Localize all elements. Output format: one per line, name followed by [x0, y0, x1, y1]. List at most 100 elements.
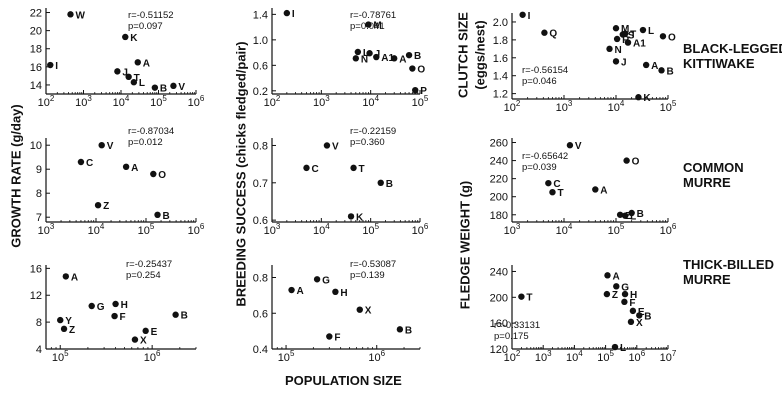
data-point-G	[88, 302, 95, 310]
y-tick-label: 180	[490, 210, 508, 222]
data-point-V	[98, 142, 105, 149]
y-tick-label: 1.4	[493, 71, 508, 83]
x-tick-label: 105	[608, 222, 625, 237]
point-label-L: L	[630, 212, 636, 223]
species-label-kittiwake-1: BLACK-LEGGED	[683, 41, 782, 56]
y-tick-label: 10	[30, 140, 42, 152]
y-tick-label: 220	[490, 174, 508, 186]
y-tick-label: 0.8	[253, 273, 268, 285]
point-label-V: V	[107, 141, 114, 152]
y-tick-label: 16	[30, 263, 42, 275]
y-tick-label: 120	[490, 344, 508, 356]
point-label-K: K	[356, 212, 364, 223]
x-tick-label: 103	[556, 99, 573, 114]
point-label-B: B	[637, 209, 644, 220]
data-point-H	[621, 290, 629, 298]
data-point-B	[628, 209, 635, 217]
stat-p: p=0.041	[350, 21, 385, 32]
data-point-B	[377, 179, 384, 186]
x-tick-label: 103	[38, 222, 55, 237]
data-point-X	[131, 336, 139, 343]
y-tick-label: 14	[30, 80, 42, 92]
y-tick-label: 0.8	[253, 140, 268, 152]
x-tick-label: 104	[313, 222, 330, 237]
data-point-K	[347, 213, 355, 220]
y-tick-label: 1.0	[253, 35, 268, 47]
x-tick-label: 105	[52, 349, 69, 364]
x-tick-label: 102	[264, 94, 281, 109]
x-tick-label: 106	[188, 94, 205, 109]
y-tick-label: 7	[36, 212, 42, 224]
point-label-T: T	[557, 188, 563, 199]
y-tick-label: 240	[490, 156, 508, 168]
data-point-C	[77, 158, 85, 166]
species-label-common-2: MURRE	[683, 175, 731, 190]
data-point-Z	[60, 325, 68, 333]
stat-p: p=0.139	[350, 270, 385, 281]
y-tick-label: 260	[490, 138, 508, 150]
data-point-T	[549, 188, 556, 196]
point-label-X: X	[365, 306, 372, 317]
data-point-F	[621, 298, 628, 306]
point-label-A: A	[297, 286, 304, 297]
data-point-Z	[616, 211, 624, 218]
point-label-O: O	[417, 65, 425, 76]
data-point-R	[613, 35, 621, 43]
point-label-A: A	[399, 54, 406, 65]
point-label-X: X	[636, 318, 643, 329]
point-label-X: X	[140, 336, 147, 347]
stat-p: p=0.039	[522, 162, 557, 173]
y-title-clutch: CLUTCH SIZE	[455, 12, 471, 98]
y-tick-label: 200	[490, 292, 508, 304]
point-label-L: L	[648, 26, 654, 37]
x-tick-label: 104	[556, 222, 573, 237]
stat-r: r=-0.22159	[350, 126, 396, 137]
point-label-G: G	[97, 302, 105, 313]
point-label-T: T	[526, 293, 532, 304]
data-point-C	[303, 164, 310, 172]
data-point-J	[612, 58, 620, 65]
point-label-E: E	[638, 307, 645, 318]
point-label-A: A	[612, 271, 619, 282]
data-point-B	[636, 312, 643, 319]
point-label-B: B	[667, 66, 674, 77]
x-tick-label: 103	[504, 222, 521, 237]
data-point-A1	[373, 53, 380, 61]
data-point-O	[409, 65, 416, 72]
y-tick-label: 8	[36, 188, 42, 200]
point-label-O: O	[668, 32, 676, 43]
data-point-V	[170, 82, 177, 90]
x-tick-label: 102	[38, 94, 55, 109]
point-label-T: T	[630, 30, 636, 41]
y-tick-label: 22	[30, 8, 42, 20]
point-label-O: O	[632, 157, 640, 168]
data-point-B	[172, 311, 179, 318]
point-label-F: F	[120, 312, 126, 323]
point-label-A1: A1	[633, 39, 646, 50]
data-point-N	[606, 45, 613, 53]
species-label-common-1: COMMON	[683, 160, 744, 175]
data-point-T	[518, 293, 525, 300]
x-tick-label: 105	[362, 222, 379, 237]
x-tick-label: 104	[113, 94, 130, 109]
data-point-Z	[94, 202, 102, 209]
point-label-K: K	[643, 93, 651, 104]
y-tick-label: 2.0	[493, 17, 508, 29]
point-label-N: N	[615, 45, 622, 56]
y-tick-label: 200	[490, 192, 508, 204]
data-point-A	[288, 286, 295, 294]
x-tick-label: 105	[660, 99, 677, 114]
stat-r: r=-0.51152	[128, 10, 174, 21]
point-label-G: G	[322, 275, 330, 286]
point-label-A1: A1	[381, 53, 394, 64]
point-label-T: T	[134, 73, 140, 84]
y-title-clutch-units: (eggs/nest)	[472, 20, 488, 90]
data-point-B	[658, 67, 665, 74]
x-tick-label: 106	[628, 349, 645, 364]
point-label-L: L	[620, 343, 626, 354]
point-label-B: B	[386, 179, 393, 190]
stat-r: r=-0.87034	[128, 126, 174, 137]
data-point-Z	[603, 290, 611, 298]
